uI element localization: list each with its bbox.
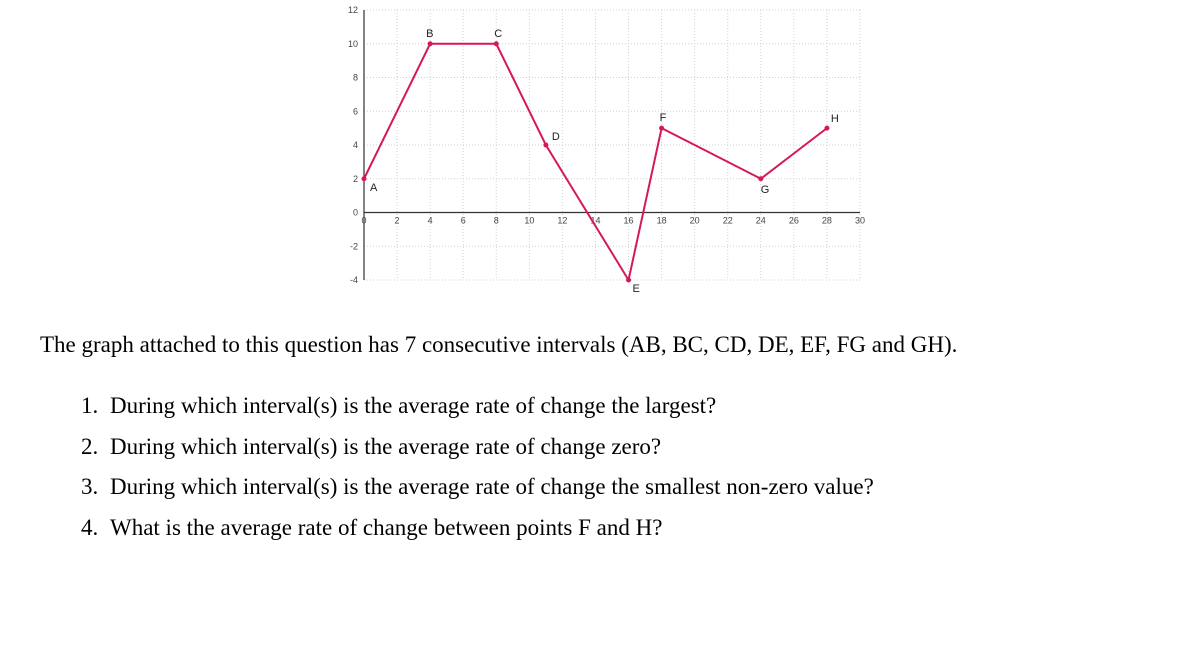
question-item-1: During which interval(s) is the average … — [104, 389, 1160, 424]
x-tick-label: 2 — [395, 216, 400, 226]
data-point-b — [428, 41, 433, 46]
y-tick-label: 2 — [353, 174, 358, 184]
point-label-d: D — [552, 131, 560, 143]
y-tick-label: 12 — [348, 5, 358, 15]
x-tick-label: 30 — [855, 216, 865, 226]
x-tick-label: 24 — [756, 216, 766, 226]
data-point-a — [362, 176, 367, 181]
line-chart: 024681012141618202224262830-4-2024681012… — [320, 0, 880, 300]
x-tick-label: 10 — [524, 216, 534, 226]
point-label-c: C — [494, 28, 502, 40]
x-tick-label: 16 — [624, 216, 634, 226]
data-point-f — [659, 126, 664, 131]
x-tick-label: 28 — [822, 216, 832, 226]
point-label-a: A — [370, 182, 378, 194]
x-tick-label: 20 — [690, 216, 700, 226]
point-label-f: F — [660, 112, 667, 124]
y-tick-label: 6 — [353, 106, 358, 116]
point-label-b: B — [426, 28, 433, 40]
y-tick-label: 10 — [348, 39, 358, 49]
x-tick-label: 12 — [557, 216, 567, 226]
data-point-e — [626, 278, 631, 283]
question-item-3: During which interval(s) is the average … — [104, 470, 1160, 505]
data-point-d — [543, 143, 548, 148]
point-label-g: G — [761, 184, 770, 196]
data-point-h — [824, 126, 829, 131]
question-item-2: During which interval(s) is the average … — [104, 430, 1160, 465]
point-label-e: E — [633, 283, 640, 295]
x-tick-label: 22 — [723, 216, 733, 226]
data-point-c — [494, 41, 499, 46]
point-label-h: H — [831, 113, 839, 125]
y-tick-label: -4 — [350, 275, 358, 285]
data-point-g — [758, 176, 763, 181]
y-tick-label: -2 — [350, 241, 358, 251]
y-tick-label: 4 — [353, 140, 358, 150]
x-tick-label: 26 — [789, 216, 799, 226]
y-tick-label: 0 — [353, 208, 358, 218]
x-tick-label: 4 — [428, 216, 433, 226]
intro-text: The graph attached to this question has … — [40, 328, 1160, 361]
y-tick-label: 8 — [353, 73, 358, 83]
x-tick-label: 18 — [657, 216, 667, 226]
chart-container: 024681012141618202224262830-4-2024681012… — [320, 0, 880, 300]
question-list: During which interval(s) is the average … — [40, 389, 1160, 545]
x-tick-label: 8 — [494, 216, 499, 226]
x-tick-label: 6 — [461, 216, 466, 226]
x-tick-label: 0 — [361, 216, 366, 226]
question-item-4: What is the average rate of change betwe… — [104, 511, 1160, 546]
